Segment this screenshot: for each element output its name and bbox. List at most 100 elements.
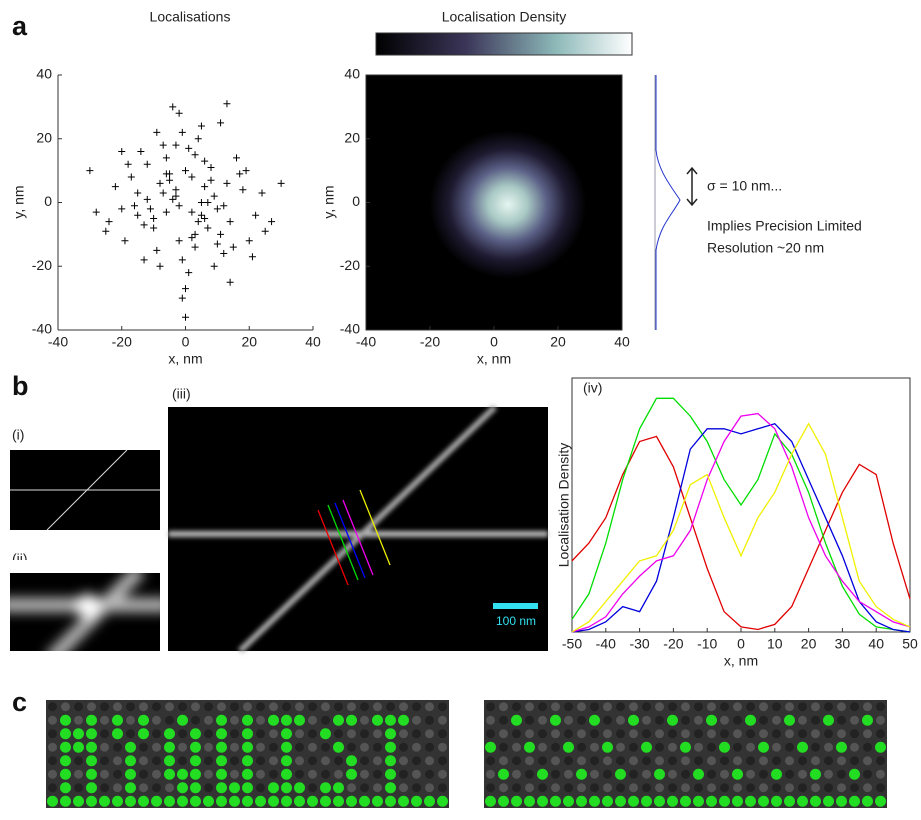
dot-off xyxy=(876,702,885,711)
dot-on xyxy=(550,796,561,807)
dot-off xyxy=(798,702,807,711)
dot-off xyxy=(603,783,612,792)
point xyxy=(157,180,164,187)
dot-off xyxy=(204,770,213,779)
dot-off xyxy=(577,783,586,792)
point xyxy=(201,215,208,222)
dot-off xyxy=(590,743,599,752)
sigma-arrow xyxy=(687,168,697,205)
dot-on xyxy=(372,796,383,807)
point xyxy=(172,186,179,193)
dot-grids xyxy=(46,700,887,808)
dot-on xyxy=(216,755,227,766)
point xyxy=(223,180,230,187)
dot-on xyxy=(810,796,821,807)
dot-off xyxy=(590,770,599,779)
dot-off xyxy=(837,756,846,765)
dot-on xyxy=(320,728,331,739)
x-axis-label: x, nm xyxy=(724,653,758,669)
dot-on xyxy=(836,796,847,807)
dot-off xyxy=(152,702,161,711)
chart-title: Localisation Density xyxy=(442,9,567,25)
dot-off xyxy=(876,756,885,765)
point xyxy=(192,244,199,251)
dot-off xyxy=(308,743,317,752)
y-tick-label: 0 xyxy=(44,193,52,209)
dot-off xyxy=(438,729,447,738)
dot-off xyxy=(256,702,265,711)
dot-on xyxy=(485,742,496,753)
dot-on xyxy=(125,742,136,753)
dot-on xyxy=(86,769,97,780)
x-tick-label: 0 xyxy=(490,334,498,350)
dot-off xyxy=(525,783,534,792)
dot-off xyxy=(165,702,174,711)
dot-off xyxy=(707,756,716,765)
dot-off xyxy=(139,702,148,711)
dot-off xyxy=(399,743,408,752)
dot-off xyxy=(295,702,304,711)
dot-off xyxy=(772,783,781,792)
dot-on xyxy=(86,728,97,739)
dot-on xyxy=(745,715,756,726)
dot-on xyxy=(333,796,344,807)
dot-off xyxy=(785,702,794,711)
dot-off xyxy=(694,783,703,792)
dot-off xyxy=(668,702,677,711)
dot-off xyxy=(720,756,729,765)
point xyxy=(176,202,183,209)
dot-on xyxy=(125,782,136,793)
dot-on xyxy=(177,715,188,726)
dot-off xyxy=(256,770,265,779)
dot-on xyxy=(112,728,123,739)
dot-on xyxy=(862,715,873,726)
dot-on xyxy=(550,715,561,726)
dot-on xyxy=(112,796,123,807)
dot-on xyxy=(60,715,71,726)
dot-off xyxy=(863,729,872,738)
dot-off xyxy=(425,743,434,752)
dot-off xyxy=(74,756,83,765)
dot-off xyxy=(668,770,677,779)
dot-off xyxy=(577,729,586,738)
dot-on xyxy=(320,796,331,807)
dot-on xyxy=(706,796,717,807)
point xyxy=(214,205,221,212)
dot-off xyxy=(850,783,859,792)
dot-off xyxy=(681,770,690,779)
dot-off xyxy=(707,729,716,738)
dot-on xyxy=(229,796,240,807)
dot-on xyxy=(242,755,253,766)
dot-off xyxy=(863,783,872,792)
dot-off xyxy=(577,716,586,725)
dot-off xyxy=(876,783,885,792)
dot-off xyxy=(564,729,573,738)
dot-on xyxy=(216,715,227,726)
x-tick-label: 30 xyxy=(835,636,851,652)
dot-on xyxy=(138,796,149,807)
point xyxy=(179,295,186,302)
dot-off xyxy=(694,743,703,752)
dot-on xyxy=(190,782,201,793)
point xyxy=(179,256,186,263)
dot-off xyxy=(178,729,187,738)
dot-on xyxy=(385,742,396,753)
dot-off xyxy=(412,716,421,725)
dot-off xyxy=(733,716,742,725)
dot-off xyxy=(360,783,369,792)
dot-on xyxy=(125,755,136,766)
dot-on xyxy=(73,728,84,739)
dot-off xyxy=(564,756,573,765)
dot-on xyxy=(524,742,535,753)
dot-off xyxy=(269,729,278,738)
dot-off xyxy=(733,729,742,738)
dot-off xyxy=(230,729,239,738)
dot-off xyxy=(360,770,369,779)
dot-off xyxy=(425,702,434,711)
dot-on xyxy=(190,742,201,753)
dot-off xyxy=(850,756,859,765)
dot-on xyxy=(216,728,227,739)
dot-off xyxy=(204,756,213,765)
dot-off xyxy=(412,783,421,792)
dot-on xyxy=(511,715,522,726)
